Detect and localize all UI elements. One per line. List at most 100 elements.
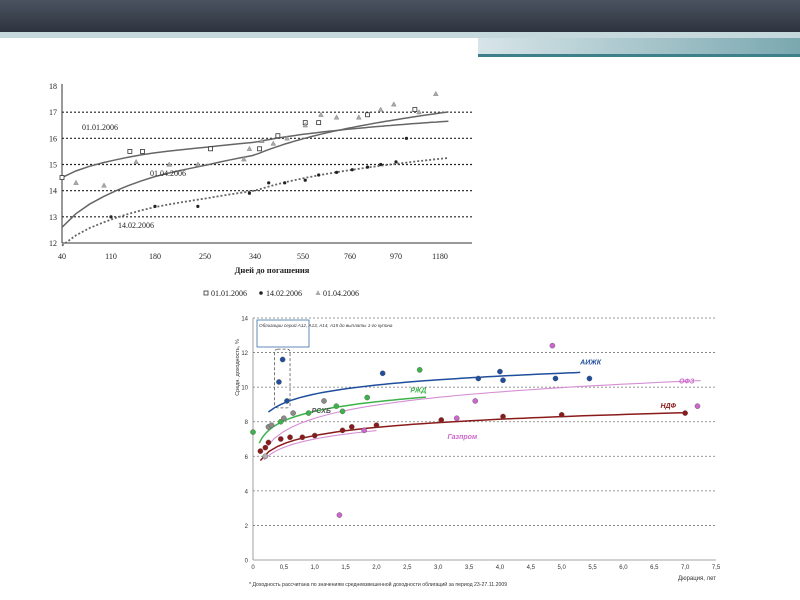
data-point (552, 375, 559, 382)
data-point (267, 181, 271, 185)
data-point (270, 140, 277, 146)
x-axis-label: Дюрация, лет (678, 576, 716, 582)
y-tick-label: 0 (245, 559, 249, 565)
y-tick-label: 2 (245, 524, 249, 530)
data-point (59, 175, 65, 180)
x-tick-label: 40 (58, 252, 66, 261)
x-tick-label: 110 (105, 252, 117, 261)
legend-marker (315, 290, 321, 295)
curve-annotation: 01.04.2006 (150, 169, 186, 178)
x-tick-label: 250 (199, 252, 211, 261)
data-point (299, 434, 306, 441)
series-label: НДФ (660, 403, 676, 410)
data-point (287, 434, 293, 441)
data-point (290, 410, 296, 416)
x-tick-label: 180 (149, 252, 161, 261)
trend-ofz (264, 380, 701, 450)
data-point (302, 122, 309, 128)
data-point (586, 375, 593, 382)
data-point (73, 179, 79, 185)
data-point (333, 114, 340, 120)
y-tick-label: 17 (49, 108, 57, 117)
slide-top-bar (0, 0, 800, 32)
y-tick-label: 4 (245, 489, 249, 495)
data-point (265, 439, 272, 446)
legend-label: 01.04.2006 (323, 289, 359, 298)
series-label: АИЖК (579, 360, 602, 367)
data-point (284, 398, 290, 404)
x-tick-label: 5,0 (557, 565, 566, 571)
data-point (318, 111, 324, 117)
data-point (257, 146, 262, 152)
legend-label: 14.02.2006 (266, 289, 302, 298)
trend-line-01-04-2006 (61, 111, 449, 228)
x-tick-label: 4,0 (496, 565, 505, 571)
data-point (259, 137, 265, 143)
x-tick-label: 4,5 (527, 565, 536, 571)
data-point (453, 415, 460, 422)
data-point (394, 160, 398, 164)
curve-annotation: 14.02.2006 (118, 221, 154, 230)
data-point (438, 417, 445, 423)
y-tick-label: 6 (245, 455, 249, 461)
x-tick-label: 7,5 (712, 565, 721, 571)
x-tick-label: 550 (297, 252, 309, 261)
data-point (682, 410, 688, 416)
y-tick-label: 12 (49, 239, 57, 248)
x-tick-label: 7,0 (681, 565, 690, 571)
data-point (153, 204, 157, 208)
data-point (317, 173, 321, 177)
x-tick-label: 0 (251, 565, 255, 571)
selection-box (274, 348, 291, 409)
series-label: РСХБ (312, 408, 331, 415)
data-point (281, 415, 287, 422)
data-point (472, 398, 479, 404)
data-point (246, 145, 253, 151)
data-point (140, 149, 145, 154)
curve-annotation: 01.01.2006 (82, 123, 118, 132)
data-point (250, 429, 256, 435)
y-tick-label: 14 (241, 317, 248, 323)
x-tick-label: 3,5 (465, 565, 474, 571)
trend-line-14-02-2006 (61, 157, 449, 247)
x-tick-label: 970 (390, 252, 402, 261)
annotation-box-text: Облигации серий А12, А13, А14, А15 до вы… (259, 322, 393, 328)
x-tick-label: 0,5 (280, 565, 289, 571)
data-point (275, 133, 281, 139)
data-point (279, 356, 286, 363)
y-tick-label: 12 (241, 351, 248, 357)
legend-label: 01.01.2006 (211, 289, 247, 298)
data-point (379, 162, 383, 167)
data-point (321, 398, 327, 404)
x-tick-label: 1180 (432, 252, 448, 261)
y-tick-label: 18 (49, 82, 57, 91)
data-point (334, 170, 339, 174)
data-point (336, 512, 343, 518)
data-point (284, 135, 290, 141)
slide-accent-line (478, 54, 800, 57)
data-point (365, 112, 370, 118)
y-tick-label: 13 (49, 213, 57, 222)
data-point (283, 181, 287, 185)
trend-gazprom (263, 430, 377, 461)
x-tick-label: 6,0 (619, 565, 628, 571)
x-tick-label: 6,5 (650, 565, 659, 571)
data-point (127, 149, 133, 154)
data-point (333, 403, 340, 409)
slide-accent-band (478, 38, 800, 54)
series-label: Газпром (447, 434, 477, 441)
data-point (373, 422, 380, 428)
y-axis-label: Средн. доходность, % (235, 339, 241, 396)
data-point (379, 370, 386, 377)
data-point (311, 432, 318, 439)
data-point (109, 215, 113, 219)
data-point (364, 394, 371, 401)
data-point (348, 424, 355, 430)
data-point (500, 413, 506, 420)
trend-ndf (259, 411, 686, 462)
y-tick-label: 8 (245, 420, 249, 426)
data-point (377, 106, 384, 112)
data-point (497, 368, 503, 375)
data-point (361, 427, 367, 434)
